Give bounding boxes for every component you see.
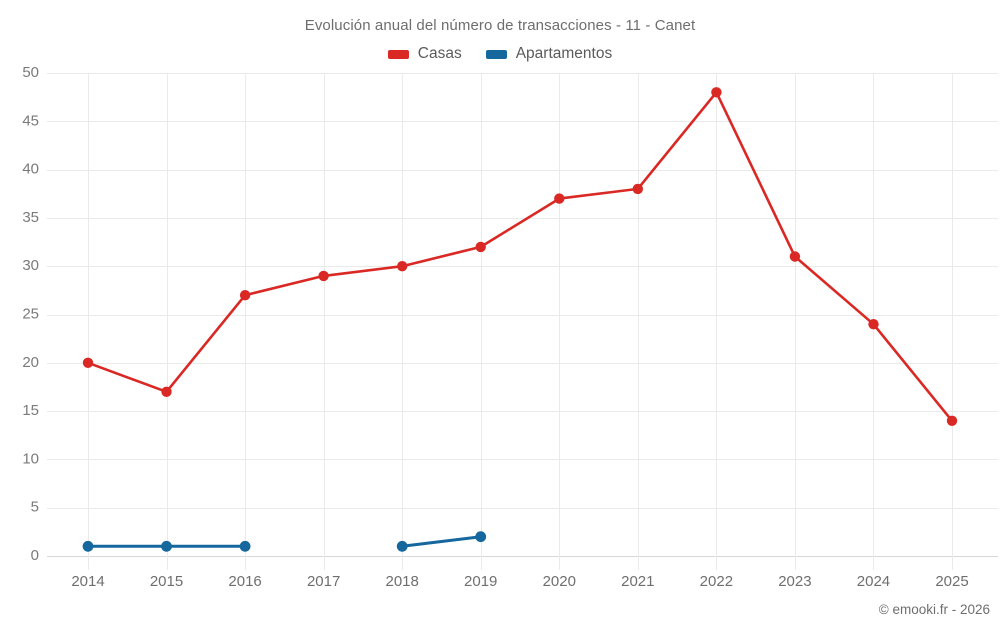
y-tick-label: 5 <box>31 499 39 516</box>
data-point[interactable] <box>397 261 408 272</box>
legend-item-apartamentos[interactable]: Apartamentos <box>485 45 613 63</box>
x-tick-label: 2015 <box>150 573 183 590</box>
grid-layer <box>47 73 998 570</box>
data-point[interactable] <box>161 540 172 552</box>
x-tick-label: 2018 <box>385 573 418 590</box>
data-point[interactable] <box>789 251 801 262</box>
data-point[interactable] <box>554 193 565 204</box>
x-tick-label: 2019 <box>464 573 497 590</box>
y-tick-label: 25 <box>22 305 39 322</box>
x-tick-label: 2023 <box>778 573 811 590</box>
x-tick-label: 2020 <box>543 573 576 590</box>
data-point[interactable] <box>82 357 94 368</box>
x-tick-label: 2021 <box>621 573 654 590</box>
data-point[interactable] <box>711 87 722 98</box>
legend-swatch-casas <box>387 49 409 59</box>
y-tick-label: 30 <box>22 257 39 274</box>
x-axis-labels: 2014 2015 2016 2017 2018 2019 2020 2021 2022 2023… <box>71 573 968 590</box>
legend-label-casas: Casas <box>417 45 462 62</box>
x-tick-label: 2022 <box>700 573 733 590</box>
y-tick-label: 10 <box>22 450 39 467</box>
data-point[interactable] <box>475 241 486 253</box>
x-tick-label: 2024 <box>857 573 890 590</box>
x-tick-label: 2025 <box>935 573 968 590</box>
y-tick-label: 40 <box>22 161 39 178</box>
y-tick-label: 0 <box>31 547 39 564</box>
y-tick-label: 45 <box>22 112 39 129</box>
data-point[interactable] <box>318 270 329 282</box>
series-layer <box>82 87 958 552</box>
data-point[interactable] <box>632 183 643 195</box>
x-tick-label: 2017 <box>307 573 340 590</box>
x-tick-label: 2014 <box>71 573 104 590</box>
legend-item-casas[interactable]: Casas <box>387 45 462 63</box>
series-line-apartamentos <box>400 535 483 548</box>
data-point[interactable] <box>396 540 408 552</box>
y-tick-label: 35 <box>22 209 39 226</box>
x-tick-label: 2016 <box>228 573 261 590</box>
data-point[interactable] <box>868 319 879 330</box>
y-axis-labels: 0 5 10 15 20 25 30 35 40 45 50 <box>22 64 39 564</box>
y-tick-label: 50 <box>22 64 39 81</box>
legend-swatch-apartamentos <box>485 49 507 59</box>
chart-legend: Casas Apartamentos <box>0 45 1000 63</box>
data-point[interactable] <box>161 386 172 397</box>
data-point[interactable] <box>239 540 251 552</box>
data-point[interactable] <box>82 540 94 552</box>
chart-title: Evolución anual del número de transaccio… <box>304 17 696 34</box>
data-point[interactable] <box>946 415 958 426</box>
copyright-credit: © emooki.fr - 2026 <box>878 602 990 617</box>
series-line-casas <box>86 91 954 423</box>
data-point[interactable] <box>239 290 251 301</box>
legend-label-apartamentos: Apartamentos <box>515 45 613 62</box>
y-tick-label: 15 <box>22 402 39 419</box>
y-tick-label: 20 <box>22 354 39 371</box>
data-point[interactable] <box>475 531 487 543</box>
